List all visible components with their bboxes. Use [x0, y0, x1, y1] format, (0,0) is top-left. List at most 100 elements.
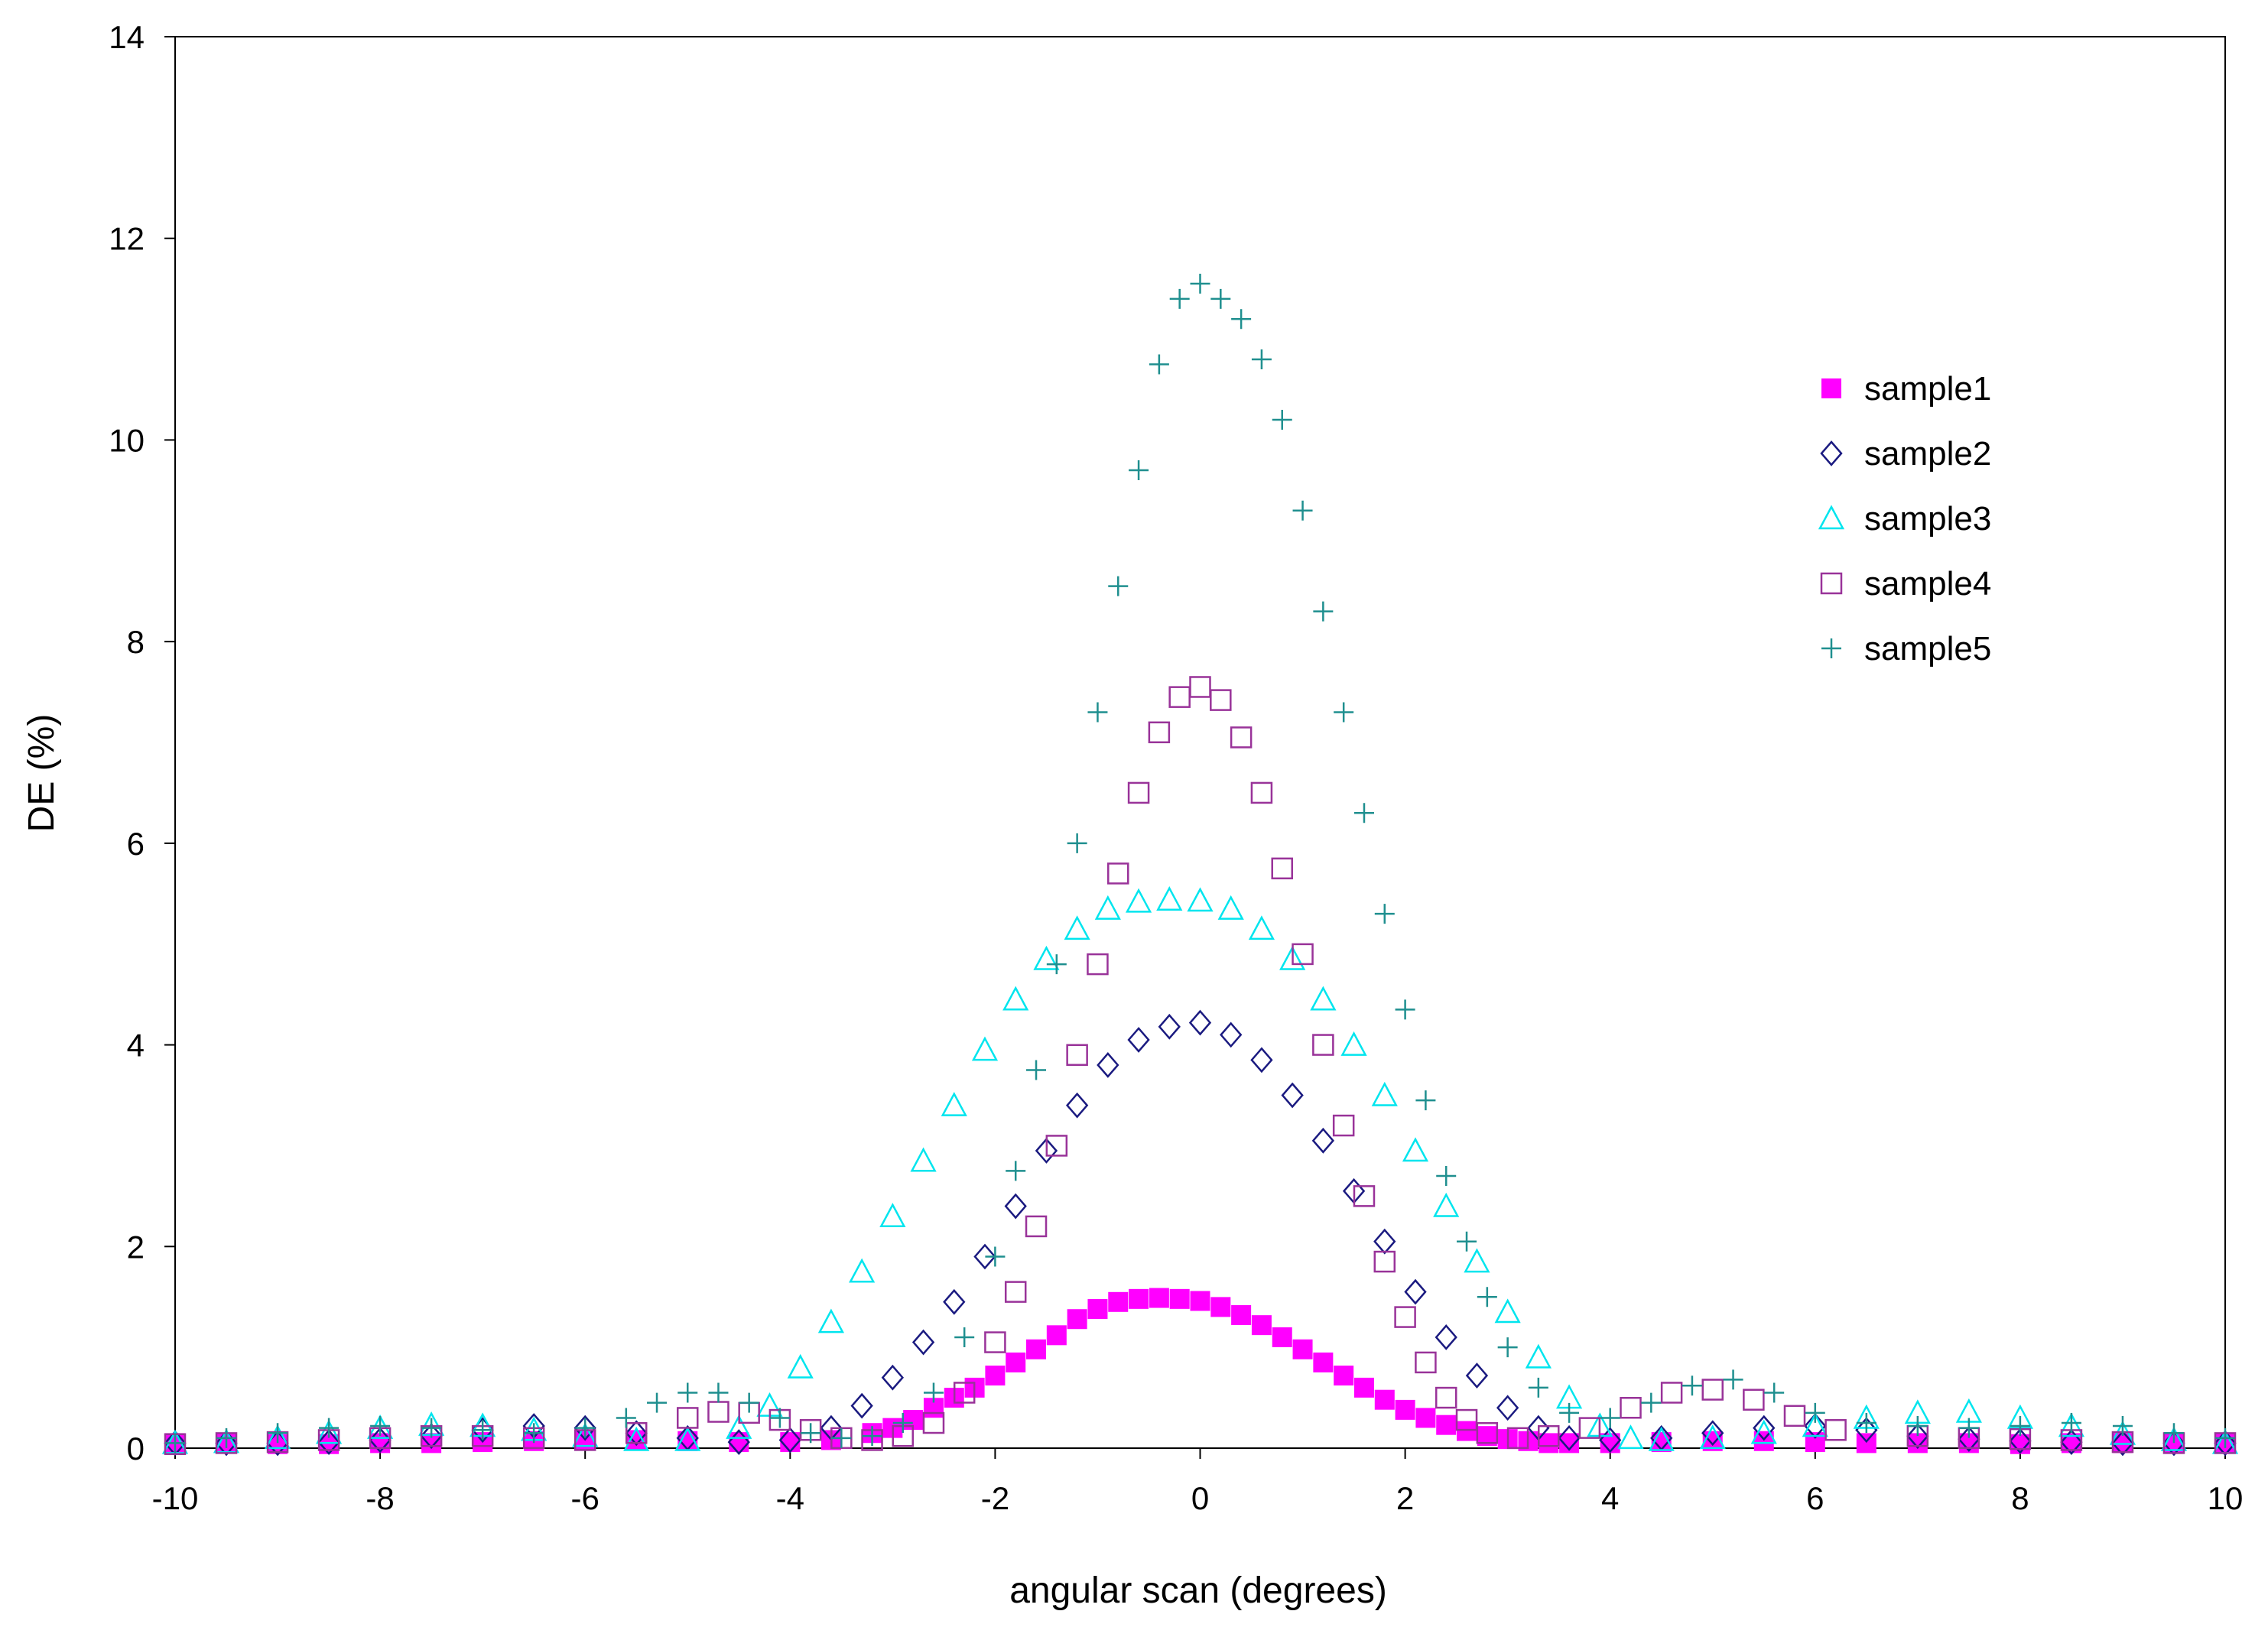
x-tick-label: -6 — [571, 1480, 599, 1516]
data-point — [1251, 349, 1272, 369]
data-point — [1004, 1281, 1027, 1303]
data-point — [1578, 1417, 1601, 1439]
data-point — [1415, 1408, 1436, 1428]
data-point — [1272, 410, 1292, 430]
data-point — [1528, 1377, 1548, 1398]
data-point — [370, 1415, 391, 1436]
data-point — [1169, 288, 1190, 309]
data-point — [420, 1423, 443, 1450]
data-point — [1190, 274, 1210, 294]
data-point — [1004, 1193, 1027, 1220]
data-point — [849, 1258, 876, 1283]
y-tick-label: 12 — [109, 221, 145, 257]
data-point — [1476, 1421, 1499, 1444]
legend-label: sample3 — [1864, 500, 1991, 538]
data-point — [1311, 1127, 1335, 1154]
data-point — [1764, 1382, 1785, 1403]
data-point — [1087, 702, 1108, 723]
data-point — [1169, 1288, 1190, 1309]
data-point — [922, 1411, 945, 1434]
x-tick-label: -4 — [776, 1480, 804, 1516]
data-point — [1494, 1298, 1521, 1324]
data-point — [1404, 1278, 1427, 1305]
data-point — [1189, 676, 1211, 698]
data-point — [879, 1203, 906, 1227]
data-point — [1802, 1412, 1828, 1437]
legend-marker — [1820, 572, 1843, 595]
data-point — [1002, 986, 1029, 1011]
data-point — [1804, 1413, 1827, 1439]
data-point — [984, 1331, 1006, 1353]
data-point — [1538, 1424, 1560, 1447]
y-tick-label: 2 — [127, 1229, 145, 1265]
data-point — [573, 1415, 596, 1441]
data-point — [1006, 1352, 1026, 1372]
data-point — [1129, 1288, 1149, 1309]
y-tick-label: 4 — [127, 1028, 145, 1064]
data-point — [2109, 1420, 2136, 1445]
data-point — [1395, 999, 1415, 1020]
y-tick-label: 10 — [109, 422, 145, 458]
data-point — [625, 1421, 648, 1444]
data-point — [1436, 1415, 1457, 1435]
data-point — [1465, 1363, 1489, 1389]
data-point — [1066, 1044, 1088, 1067]
data-point — [524, 1423, 544, 1444]
data-point — [1035, 1138, 1058, 1164]
data-point — [1125, 888, 1152, 913]
data-point — [1292, 943, 1314, 966]
x-tick-label: 4 — [1601, 1480, 1619, 1516]
data-point — [881, 1364, 905, 1391]
data-point — [1496, 1395, 1519, 1421]
data-point — [1231, 1304, 1252, 1325]
data-point — [1558, 1424, 1581, 1451]
data-point — [572, 1422, 599, 1447]
x-axis-title: angular scan (degrees) — [1009, 1570, 1387, 1611]
data-point — [831, 1428, 852, 1448]
data-point — [1108, 1291, 1129, 1312]
data-point — [1457, 1421, 1477, 1441]
data-point — [1824, 1419, 1847, 1441]
y-tick-label: 8 — [127, 624, 145, 660]
data-point — [1600, 1408, 1620, 1428]
data-point — [677, 1382, 698, 1403]
data-point — [216, 1428, 237, 1448]
data-point — [923, 1382, 944, 1403]
data-point — [1371, 1081, 1398, 1106]
data-point — [707, 1401, 729, 1423]
data-point — [1701, 1379, 1724, 1401]
data-point — [1006, 1161, 1026, 1181]
data-point — [215, 1430, 238, 1457]
data-point — [1436, 1165, 1457, 1186]
data-point — [1217, 895, 1244, 920]
data-point — [1394, 1306, 1416, 1328]
data-point — [2163, 1423, 2184, 1444]
data-point — [1231, 309, 1252, 330]
data-point — [941, 1092, 967, 1116]
data-point — [1455, 1408, 1478, 1431]
data-point — [1087, 1299, 1108, 1320]
data-point — [1148, 721, 1171, 744]
data-point — [421, 1418, 442, 1438]
legend: sample1 sample2 sample3 sample4 sample5 — [1818, 370, 1991, 667]
data-point — [729, 1432, 749, 1453]
data-point — [985, 1246, 1006, 1267]
data-point — [1373, 1250, 1396, 1273]
data-point — [1210, 1297, 1231, 1317]
legend-marker — [1820, 440, 1843, 466]
series-sample4 — [164, 676, 2237, 1455]
data-point — [2010, 1415, 2030, 1436]
data-point — [1415, 1351, 1437, 1374]
data-point — [1251, 1315, 1272, 1336]
data-point — [1682, 1376, 1702, 1396]
y-tick-label: 0 — [127, 1431, 145, 1466]
data-point — [2112, 1415, 2133, 1436]
data-point — [1168, 686, 1191, 708]
data-point — [1433, 1192, 1460, 1217]
data-point — [1067, 1309, 1087, 1330]
legend-marker — [1821, 378, 1841, 398]
data-point — [1415, 1090, 1436, 1111]
data-point — [165, 1433, 185, 1453]
data-point — [1230, 726, 1253, 749]
data-point — [1127, 1027, 1150, 1053]
